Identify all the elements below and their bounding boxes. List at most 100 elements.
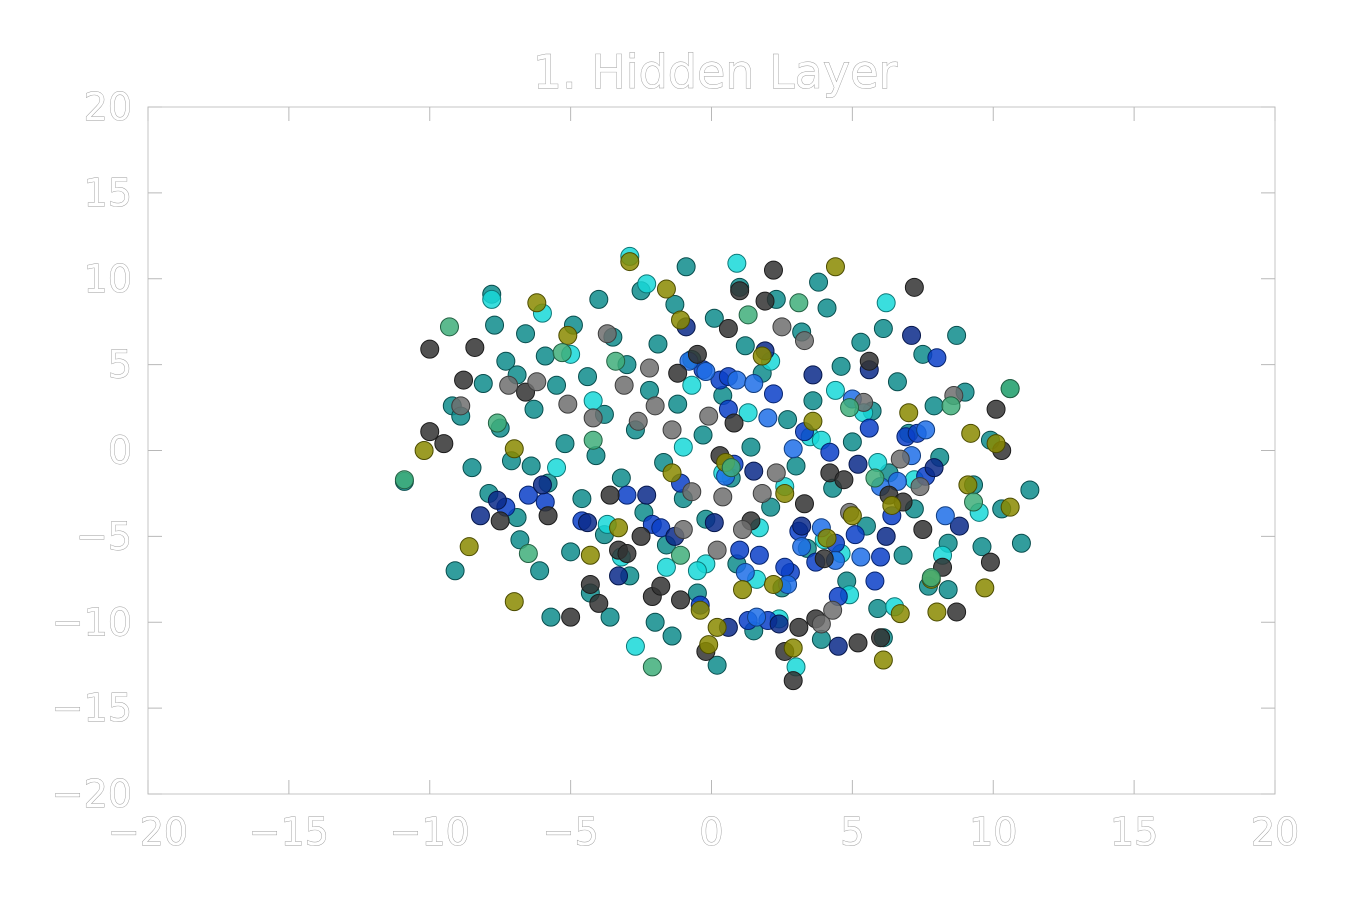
data-point [873,650,893,670]
data-point [617,485,637,505]
data-point [772,317,792,337]
data-point [783,439,803,459]
data-point [583,430,603,450]
data-point [755,291,775,311]
data-point [631,526,651,546]
x-tick-label: −20 [108,810,188,854]
data-point [668,363,688,383]
data-point [730,281,750,301]
data-point [786,456,806,476]
data-point [671,545,691,565]
data-point [580,545,600,565]
data-point [744,461,764,481]
data-point [462,458,482,478]
data-point [527,293,547,313]
data-point [482,289,502,309]
data-point [671,590,691,610]
data-point [1020,480,1040,500]
data-point [811,614,831,634]
data-point [724,413,744,433]
data-point [552,343,572,363]
data-point [775,557,795,577]
data-point [693,425,713,445]
data-point [947,325,967,345]
data-point [868,599,888,619]
data-point [651,576,671,596]
data-point [913,520,933,540]
data-point [535,346,555,366]
data-point [851,332,871,352]
data-point [532,475,552,495]
data-point [606,351,626,371]
data-point [730,540,750,560]
data-point [904,277,924,297]
data-point [485,315,505,335]
data-point [558,394,578,414]
data-point [783,638,803,658]
data-point [727,370,747,390]
data-point [673,520,693,540]
data-point [859,351,879,371]
data-point [747,607,767,627]
data-point [721,458,741,478]
data-point [803,365,823,385]
data-point [504,592,524,612]
data-point [600,607,620,627]
data-point [825,257,845,277]
data-point [980,552,1000,572]
data-point [958,475,978,495]
data-point [927,348,947,368]
data-point [572,489,592,509]
chart-title: 1. Hidden Layer [533,45,898,99]
data-point [420,339,440,359]
data-point [763,260,783,280]
y-tick-label: −5 [76,514,132,558]
data-point [842,506,862,526]
data-point [834,470,854,490]
data-point [682,375,702,395]
x-tick-label: 0 [699,810,723,854]
data-point [876,526,896,546]
data-point [752,346,772,366]
data-point [871,547,891,567]
data-point [578,367,598,387]
data-point [972,537,992,557]
data-point [561,607,581,627]
data-point [600,485,620,505]
data-point [735,336,755,356]
data-point [803,391,823,411]
data-point [645,612,665,632]
data-point [865,468,885,488]
data-point [516,324,536,344]
data-point [949,516,969,536]
data-point [820,442,840,462]
data-point [578,513,598,533]
data-point [828,636,848,656]
data-point [713,487,733,507]
data-point [642,657,662,677]
data-point [499,375,519,395]
y-tick-label: 15 [84,171,132,215]
data-point [609,566,629,586]
data-point [890,604,910,624]
data-point [882,495,902,515]
data-point [561,542,581,562]
data-point [727,253,747,273]
data-point [609,518,629,538]
data-point [620,252,640,272]
data-point [783,671,803,691]
data-point [794,331,814,351]
data-point [817,298,837,318]
data-point [910,477,930,497]
data-point [673,437,693,457]
data-point [687,561,707,581]
data-point [538,506,558,526]
data-point [662,626,682,646]
x-tick-label: −10 [390,810,470,854]
data-point [840,398,860,418]
data-point [935,506,955,526]
data-point [510,530,530,550]
data-point [518,544,538,564]
data-point [414,441,434,460]
x-tick-label: 15 [1110,810,1158,854]
